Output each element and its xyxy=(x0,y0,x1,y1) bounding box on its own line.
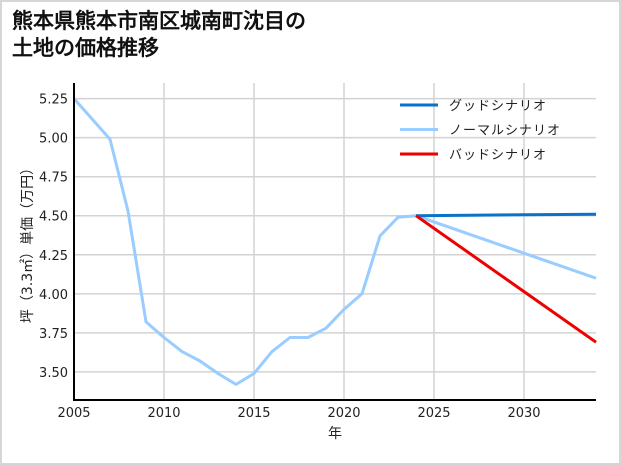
data-series xyxy=(72,97,597,386)
x-tick-label: 2020 xyxy=(327,406,360,421)
x-tick-label: 2005 xyxy=(57,406,90,421)
x-axis-title: 年 xyxy=(328,426,342,442)
x-tick-label: 2015 xyxy=(237,406,270,421)
chart-title-line1: 熊本県熊本市南区城南町沈目の xyxy=(12,9,306,33)
y-tick-label: 5.25 xyxy=(39,93,68,108)
legend-label-0: グッドシナリオ xyxy=(449,99,547,114)
y-tick-label: 5.00 xyxy=(39,132,68,147)
grid-lines xyxy=(74,83,596,400)
tick-labels: 2005 2010 2015 2020 2025 2030 3.50 3.75 4.00 4.25… xyxy=(39,93,541,421)
x-tick-label: 2025 xyxy=(417,406,450,421)
legend-label-2: バッドシナリオ xyxy=(449,148,547,163)
y-axis-title: 坪（3.3㎡）単価（万円） xyxy=(20,161,36,323)
y-tick-label: 3.75 xyxy=(39,327,68,342)
series-line-0 xyxy=(415,212,597,218)
series-line-1 xyxy=(72,97,597,386)
y-tick-label: 4.75 xyxy=(39,171,68,186)
y-tick-label: 4.00 xyxy=(39,288,68,303)
series-line-2 xyxy=(415,214,597,344)
y-tick-label: 3.50 xyxy=(39,366,68,381)
legend-label-1: ノーマルシナリオ xyxy=(449,124,561,139)
chart-title-line2: 土地の価格推移 xyxy=(12,36,159,60)
y-tick-label: 4.50 xyxy=(39,210,68,225)
y-tick-label: 4.25 xyxy=(39,249,68,264)
x-tick-label: 2030 xyxy=(507,406,540,421)
chart-title: 熊本県熊本市南区城南町沈目の 土地の価格推移 xyxy=(12,8,306,62)
axes xyxy=(73,83,596,401)
x-tick-label: 2010 xyxy=(147,406,180,421)
